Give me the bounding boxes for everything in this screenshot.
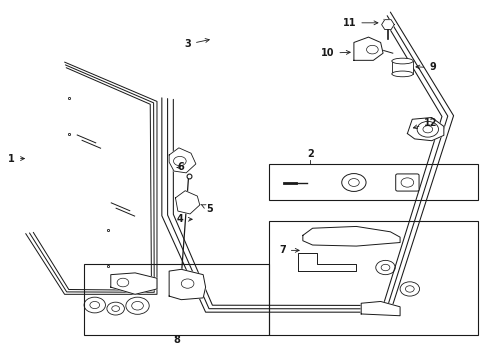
- Text: 4: 4: [177, 214, 192, 224]
- Polygon shape: [111, 273, 157, 294]
- Text: 5: 5: [201, 203, 212, 213]
- Bar: [268, 164, 477, 200]
- Text: 6: 6: [177, 162, 183, 172]
- Polygon shape: [169, 269, 205, 300]
- Text: 1: 1: [8, 154, 24, 163]
- Bar: [84, 264, 268, 336]
- Polygon shape: [407, 117, 443, 141]
- Text: 8: 8: [173, 335, 180, 345]
- FancyBboxPatch shape: [395, 174, 418, 191]
- Bar: [391, 61, 412, 74]
- Polygon shape: [361, 301, 399, 316]
- Ellipse shape: [391, 58, 412, 64]
- Polygon shape: [381, 20, 393, 30]
- Text: 7: 7: [279, 246, 299, 255]
- Text: 10: 10: [320, 48, 349, 58]
- Text: 2: 2: [306, 149, 313, 159]
- Text: 3: 3: [184, 39, 209, 49]
- Text: 12: 12: [412, 118, 437, 129]
- Text: 9: 9: [415, 63, 435, 72]
- Polygon shape: [169, 148, 196, 173]
- Text: 11: 11: [342, 18, 377, 28]
- Bar: [268, 221, 477, 336]
- Ellipse shape: [391, 71, 412, 77]
- Polygon shape: [297, 253, 356, 271]
- Polygon shape: [353, 37, 382, 60]
- Polygon shape: [175, 191, 200, 214]
- Polygon shape: [302, 226, 399, 246]
